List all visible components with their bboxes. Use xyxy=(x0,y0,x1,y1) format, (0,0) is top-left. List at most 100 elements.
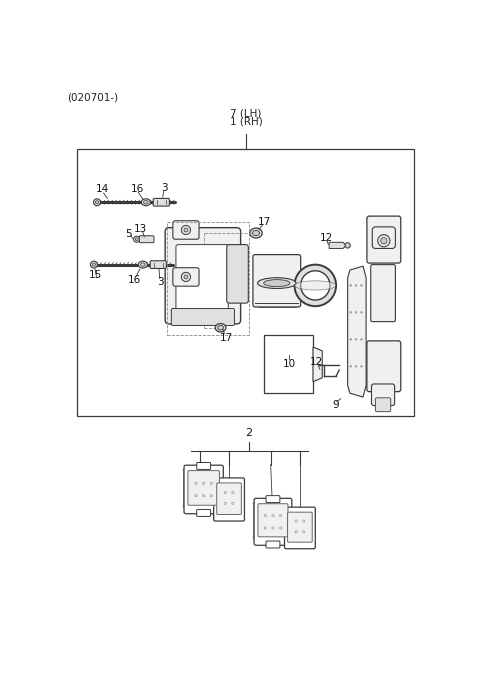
Circle shape xyxy=(133,236,140,242)
Circle shape xyxy=(355,285,357,286)
Circle shape xyxy=(272,527,274,529)
FancyBboxPatch shape xyxy=(153,199,169,206)
Circle shape xyxy=(355,311,357,313)
Ellipse shape xyxy=(295,264,336,306)
FancyBboxPatch shape xyxy=(285,507,315,549)
Text: (020701-): (020701-) xyxy=(67,92,119,102)
FancyBboxPatch shape xyxy=(197,462,211,469)
FancyBboxPatch shape xyxy=(173,221,199,239)
FancyBboxPatch shape xyxy=(371,264,396,321)
Circle shape xyxy=(295,520,297,522)
Ellipse shape xyxy=(258,278,296,289)
Circle shape xyxy=(350,311,352,313)
Circle shape xyxy=(264,515,266,517)
Ellipse shape xyxy=(264,279,290,287)
Circle shape xyxy=(360,338,362,340)
FancyBboxPatch shape xyxy=(150,261,166,268)
FancyBboxPatch shape xyxy=(184,465,223,514)
Text: 5: 5 xyxy=(125,228,132,239)
Circle shape xyxy=(181,225,191,235)
Text: 12: 12 xyxy=(310,357,324,367)
Circle shape xyxy=(210,482,213,485)
Circle shape xyxy=(181,273,191,281)
Circle shape xyxy=(355,338,357,340)
Bar xyxy=(77,149,414,416)
Circle shape xyxy=(360,285,362,286)
Circle shape xyxy=(381,238,387,244)
Circle shape xyxy=(203,494,205,497)
Ellipse shape xyxy=(300,271,330,300)
Text: 14: 14 xyxy=(96,184,108,194)
Text: 2: 2 xyxy=(245,428,252,438)
Circle shape xyxy=(355,365,357,367)
FancyBboxPatch shape xyxy=(173,268,199,286)
Circle shape xyxy=(135,238,138,241)
Text: 13: 13 xyxy=(134,224,147,234)
Circle shape xyxy=(94,199,100,205)
Circle shape xyxy=(232,492,234,494)
Circle shape xyxy=(378,235,390,247)
Circle shape xyxy=(350,338,352,340)
FancyBboxPatch shape xyxy=(367,216,401,263)
FancyBboxPatch shape xyxy=(214,478,244,521)
Circle shape xyxy=(232,502,234,504)
Text: 10: 10 xyxy=(283,359,296,369)
Text: 7 (LH): 7 (LH) xyxy=(230,108,262,119)
Ellipse shape xyxy=(141,263,145,266)
Polygon shape xyxy=(313,347,322,382)
Ellipse shape xyxy=(138,261,147,268)
Circle shape xyxy=(279,515,282,517)
FancyBboxPatch shape xyxy=(227,245,248,303)
Text: 16: 16 xyxy=(128,275,141,285)
FancyBboxPatch shape xyxy=(375,398,391,412)
Circle shape xyxy=(224,502,227,504)
Text: 17: 17 xyxy=(219,333,233,343)
FancyBboxPatch shape xyxy=(288,512,312,542)
Bar xyxy=(168,222,249,336)
Circle shape xyxy=(350,285,352,286)
Text: 3: 3 xyxy=(157,277,164,287)
Ellipse shape xyxy=(215,323,226,332)
Circle shape xyxy=(92,263,96,266)
Bar xyxy=(264,336,313,393)
Circle shape xyxy=(295,531,297,533)
Text: 17: 17 xyxy=(258,217,271,227)
Circle shape xyxy=(195,494,197,497)
FancyBboxPatch shape xyxy=(188,471,219,505)
Circle shape xyxy=(264,527,266,529)
Circle shape xyxy=(279,527,282,529)
FancyBboxPatch shape xyxy=(197,509,211,517)
FancyBboxPatch shape xyxy=(266,496,280,502)
Circle shape xyxy=(184,275,188,279)
Polygon shape xyxy=(348,266,366,397)
Circle shape xyxy=(302,531,305,533)
Polygon shape xyxy=(329,242,346,248)
Circle shape xyxy=(90,261,97,268)
Text: 15: 15 xyxy=(88,271,102,281)
Circle shape xyxy=(224,492,227,494)
Circle shape xyxy=(210,494,213,497)
Ellipse shape xyxy=(144,201,148,204)
Circle shape xyxy=(360,311,362,313)
Ellipse shape xyxy=(218,325,224,330)
FancyBboxPatch shape xyxy=(253,255,300,307)
FancyBboxPatch shape xyxy=(165,228,240,324)
Circle shape xyxy=(302,520,305,522)
Text: 12: 12 xyxy=(320,233,333,243)
FancyBboxPatch shape xyxy=(372,384,395,405)
Text: 9: 9 xyxy=(333,400,339,410)
Circle shape xyxy=(272,515,274,517)
Text: 3: 3 xyxy=(161,182,168,193)
FancyBboxPatch shape xyxy=(367,341,401,392)
FancyBboxPatch shape xyxy=(372,227,396,248)
Text: 1 (RH): 1 (RH) xyxy=(229,116,263,126)
Circle shape xyxy=(184,228,188,232)
Text: 16: 16 xyxy=(131,184,144,194)
Circle shape xyxy=(360,365,362,367)
Ellipse shape xyxy=(141,199,151,205)
Circle shape xyxy=(195,482,197,485)
Circle shape xyxy=(345,243,350,248)
Ellipse shape xyxy=(250,228,262,238)
FancyBboxPatch shape xyxy=(217,483,241,515)
FancyBboxPatch shape xyxy=(171,308,234,325)
